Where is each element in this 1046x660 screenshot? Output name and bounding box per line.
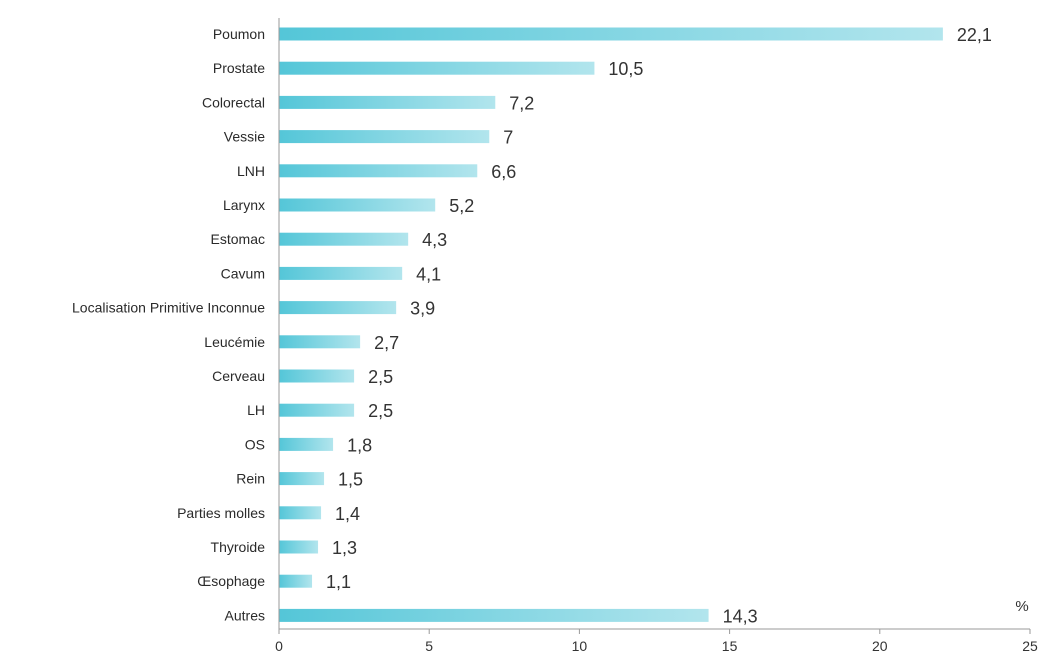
bar-16 — [279, 574, 313, 588]
bar-8 — [279, 301, 397, 315]
value-label: 4,1 — [416, 264, 441, 284]
bar-0 — [279, 27, 943, 41]
bar-17 — [279, 608, 709, 622]
category-labels: Poumon Prostate Colorectal Vessie LNH Larynx E… — [72, 26, 265, 623]
value-label: 10,5 — [608, 59, 643, 79]
bar-5 — [279, 198, 436, 212]
value-label: 7,2 — [509, 93, 534, 113]
value-label: 14,3 — [723, 606, 758, 626]
category-label: Estomac — [211, 231, 265, 247]
value-label: 7 — [503, 128, 513, 148]
value-label: 2,7 — [374, 333, 399, 353]
bar-2 — [279, 95, 496, 109]
category-label: Œsophage — [197, 573, 265, 589]
value-label: 1,5 — [338, 470, 363, 490]
value-label: 2,5 — [368, 401, 393, 421]
x-tick-label: 5 — [425, 638, 433, 654]
category-label: Poumon — [213, 26, 265, 42]
bar-15 — [279, 540, 319, 554]
x-tick-label: 20 — [872, 638, 888, 654]
value-label: 3,9 — [410, 299, 435, 319]
category-label: Leucémie — [204, 334, 265, 350]
bar-4 — [279, 164, 478, 178]
value-labels: 22,1 10,5 7,2 7 6,6 5,24,3 4,1 3,9 2,7 2,5 2,5 1,8 1… — [326, 25, 992, 626]
bar-9 — [279, 335, 361, 349]
value-label: 1,1 — [326, 572, 351, 592]
category-label: LNH — [237, 163, 265, 179]
category-label: Parties molles — [177, 505, 265, 521]
bar-7 — [279, 266, 403, 280]
category-label: Colorectal — [202, 94, 265, 110]
x-tick-label: 15 — [722, 638, 738, 654]
value-label: 1,8 — [347, 435, 372, 455]
bar-11 — [279, 403, 355, 417]
bar-12 — [279, 437, 334, 451]
category-label: OS — [245, 436, 265, 452]
category-label: Larynx — [223, 197, 265, 213]
x-axis-unit-label: % — [1015, 598, 1028, 615]
category-label: Vessie — [224, 129, 265, 145]
category-label: Cavum — [221, 265, 265, 281]
x-tick-label: 25 — [1022, 638, 1038, 654]
value-label: 5,2 — [449, 196, 474, 216]
bars-layer — [279, 27, 943, 622]
category-label: Cerveau — [212, 368, 265, 384]
category-label: LH — [247, 402, 265, 418]
x-tick-label: 0 — [275, 638, 283, 654]
value-label: 6,6 — [491, 162, 516, 182]
category-label: Thyroide — [211, 539, 266, 555]
category-label: Rein — [236, 471, 265, 487]
x-tick-label: 10 — [572, 638, 588, 654]
value-label: 1,4 — [335, 504, 360, 524]
bar-3 — [279, 130, 490, 144]
bar-1 — [279, 61, 595, 75]
value-label: 4,3 — [422, 230, 447, 250]
value-label: 2,5 — [368, 367, 393, 387]
bar-13 — [279, 472, 325, 486]
category-label: Prostate — [213, 60, 265, 76]
category-label: Autres — [225, 607, 265, 623]
bar-6 — [279, 232, 409, 246]
bar-14 — [279, 506, 322, 520]
value-label: 22,1 — [957, 25, 992, 45]
bar-10 — [279, 369, 355, 383]
category-label: Localisation Primitive Inconnue — [72, 300, 265, 316]
value-label: 1,3 — [332, 538, 357, 558]
x-axis: 0 5 10 15 20 25 — [275, 18, 1038, 654]
